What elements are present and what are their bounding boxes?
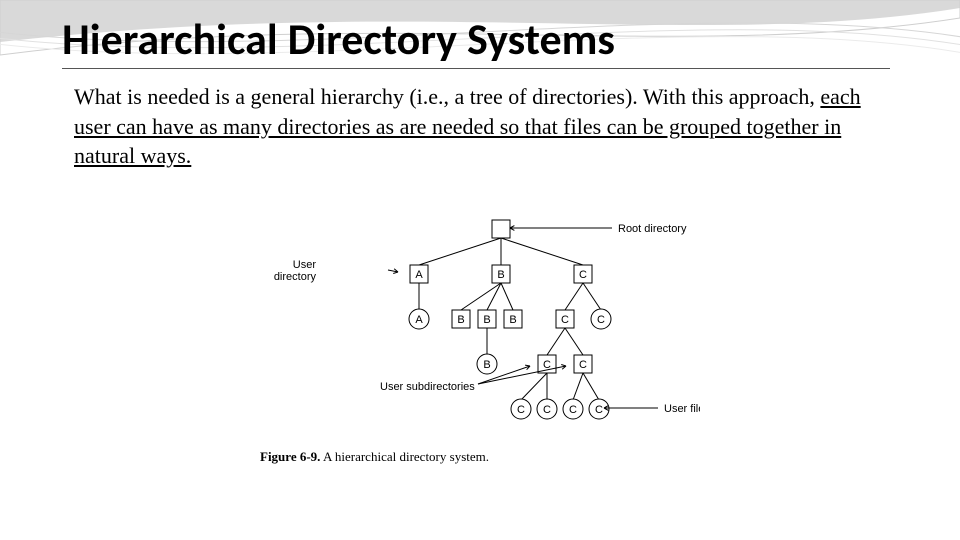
svg-text:directory: directory xyxy=(274,271,317,283)
svg-text:B: B xyxy=(509,314,516,326)
figure-caption: Figure 6-9. A hierarchical directory sys… xyxy=(260,449,700,465)
svg-text:B: B xyxy=(497,269,504,281)
svg-text:C: C xyxy=(595,404,603,416)
svg-text:C: C xyxy=(517,404,525,416)
svg-text:C: C xyxy=(579,269,587,281)
svg-text:C: C xyxy=(579,359,587,371)
svg-text:User file: User file xyxy=(664,403,700,415)
svg-text:C: C xyxy=(569,404,577,416)
svg-text:Root directory: Root directory xyxy=(618,223,687,235)
page-title: Hierarchical Directory Systems xyxy=(62,12,615,66)
svg-text:User subdirectories: User subdirectories xyxy=(380,381,475,393)
svg-text:C: C xyxy=(561,314,569,326)
svg-text:A: A xyxy=(415,269,423,281)
body-pre: What is needed is a general hierarchy (i… xyxy=(74,84,820,109)
svg-text:B: B xyxy=(483,314,490,326)
figure-caption-text: A hierarchical directory system. xyxy=(320,449,489,464)
slide: Hierarchical Directory Systems What is n… xyxy=(0,0,960,540)
figure-tree-diagram: ABCABBBCCBCCCCCCRoot directoryUserdirect… xyxy=(260,210,700,470)
svg-text:B: B xyxy=(457,314,464,326)
body-paragraph: What is needed is a general hierarchy (i… xyxy=(74,82,886,171)
figure-caption-label: Figure 6-9. xyxy=(260,449,320,464)
svg-text:C: C xyxy=(597,314,605,326)
title-underline xyxy=(62,68,890,69)
svg-text:B: B xyxy=(483,359,490,371)
tree-svg: ABCABBBCCBCCCCCCRoot directoryUserdirect… xyxy=(260,210,700,440)
svg-text:User: User xyxy=(293,259,317,271)
svg-text:C: C xyxy=(543,404,551,416)
svg-text:A: A xyxy=(415,314,423,326)
